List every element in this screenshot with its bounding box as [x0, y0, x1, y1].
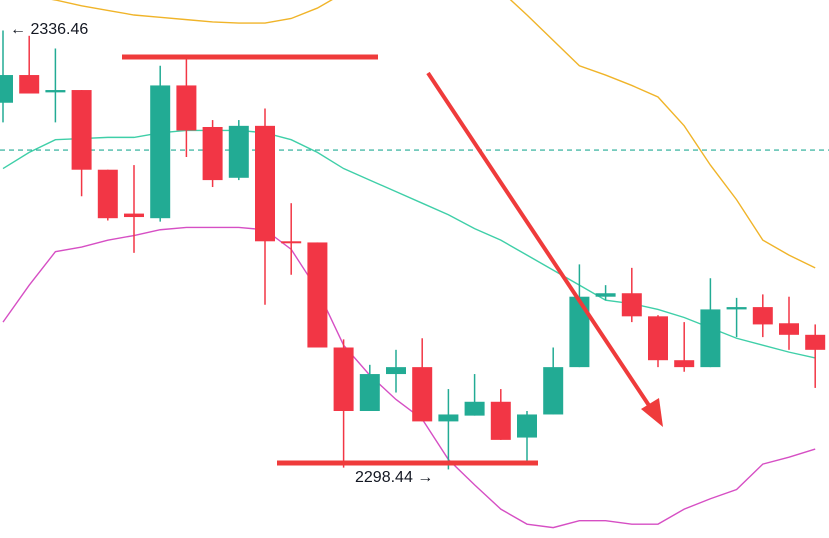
- candle-body: [359, 374, 380, 412]
- candle-body: [490, 401, 511, 440]
- band-line: [2, 226, 816, 529]
- candle-body: [307, 242, 328, 348]
- trend-arrow: [426, 71, 654, 412]
- drawings: [122, 54, 663, 466]
- band-line: [2, 129, 816, 359]
- candles: [0, 30, 826, 470]
- candle-body: [517, 414, 537, 438]
- candle-body: [281, 241, 302, 244]
- candle-body: [255, 125, 275, 242]
- high-label: ← 2336.46: [10, 21, 88, 38]
- candle-body: [124, 213, 144, 218]
- candle-body: [19, 75, 40, 94]
- candle-body: [752, 307, 773, 325]
- candle-body: [45, 90, 66, 93]
- candle-body: [464, 401, 485, 416]
- candle-body: [595, 293, 616, 297]
- low-label: 2298.44 →: [355, 469, 433, 486]
- candle-body: [621, 293, 642, 317]
- candle-body: [648, 316, 668, 361]
- candle-body: [71, 90, 92, 170]
- candle-body: [176, 85, 197, 131]
- candle-body: [150, 85, 171, 219]
- candle-body: [333, 347, 354, 412]
- candle-body: [386, 367, 406, 375]
- candle-body: [543, 367, 564, 415]
- band-line: [51, 0, 816, 269]
- arrow-head: [641, 398, 663, 427]
- candle-body: [0, 75, 13, 103]
- candle-body: [438, 414, 459, 422]
- candle-body: [202, 126, 223, 181]
- candle-body: [700, 309, 721, 368]
- candle-body: [97, 169, 118, 219]
- candle-body: [726, 307, 747, 310]
- candle-body: [779, 323, 799, 335]
- candle-body: [805, 334, 826, 350]
- candle-body: [674, 360, 695, 368]
- candle-body: [228, 125, 249, 178]
- candle-body: [412, 367, 433, 422]
- candle-body: [569, 296, 590, 368]
